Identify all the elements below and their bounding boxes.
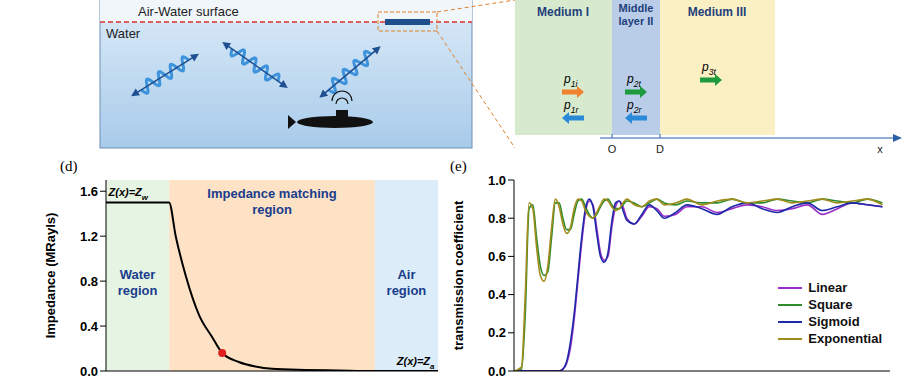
svg-text:Impedance matchingregion: Impedance matchingregion xyxy=(207,186,336,217)
svg-text:0.8: 0.8 xyxy=(80,274,98,289)
html-text:(d): (d) xyxy=(60,158,78,174)
svg-text:1.2: 1.2 xyxy=(80,229,98,244)
svg-text:0.0: 0.0 xyxy=(488,364,506,379)
svg-text:p3t: p3t xyxy=(701,60,716,77)
html-text:Exponential: Exponential xyxy=(808,331,882,346)
svg-text:1.0: 1.0 xyxy=(488,173,506,188)
svg-text:Water: Water xyxy=(106,26,141,41)
svg-text:Impedance (MRayls): Impedance (MRayls) xyxy=(43,213,58,339)
svg-text:p1r: p1r xyxy=(563,98,579,115)
svg-text:layer II: layer II xyxy=(619,15,654,27)
svg-text:0.0: 0.0 xyxy=(80,364,98,379)
svg-text:0.4: 0.4 xyxy=(80,319,99,334)
svg-text:0.6: 0.6 xyxy=(488,249,506,264)
svg-text:0.2: 0.2 xyxy=(488,325,506,340)
svg-text:transmission coefficient: transmission coefficient xyxy=(451,200,466,350)
svg-text:x: x xyxy=(877,143,883,155)
svg-text:0.8: 0.8 xyxy=(488,211,506,226)
svg-text:Waterregion: Waterregion xyxy=(118,267,158,298)
html-text:Square: Square xyxy=(808,297,853,312)
svg-text:Air-Water surface: Air-Water surface xyxy=(138,4,239,19)
svg-text:Medium III: Medium III xyxy=(688,5,747,19)
svg-text:Medium I: Medium I xyxy=(537,5,589,19)
svg-text:1.6: 1.6 xyxy=(80,184,98,199)
svg-text:Middle: Middle xyxy=(619,2,654,14)
svg-text:0.4: 0.4 xyxy=(488,287,507,302)
html-text:Linear: Linear xyxy=(808,280,848,295)
svg-text:Z(x)=Zw: Z(x)=Zw xyxy=(108,186,149,202)
svg-text:Z(x)=Za: Z(x)=Za xyxy=(396,355,435,371)
svg-text:p2t: p2t xyxy=(626,72,641,89)
svg-text:O: O xyxy=(608,143,617,155)
svg-text:D: D xyxy=(656,143,664,155)
svg-text:p2r: p2r xyxy=(626,98,642,115)
html-text:Sigmoid: Sigmoid xyxy=(808,314,860,329)
svg-text:Airregion: Airregion xyxy=(387,267,427,298)
html-text:(e): (e) xyxy=(450,158,467,174)
svg-text:p1i: p1i xyxy=(563,72,578,89)
